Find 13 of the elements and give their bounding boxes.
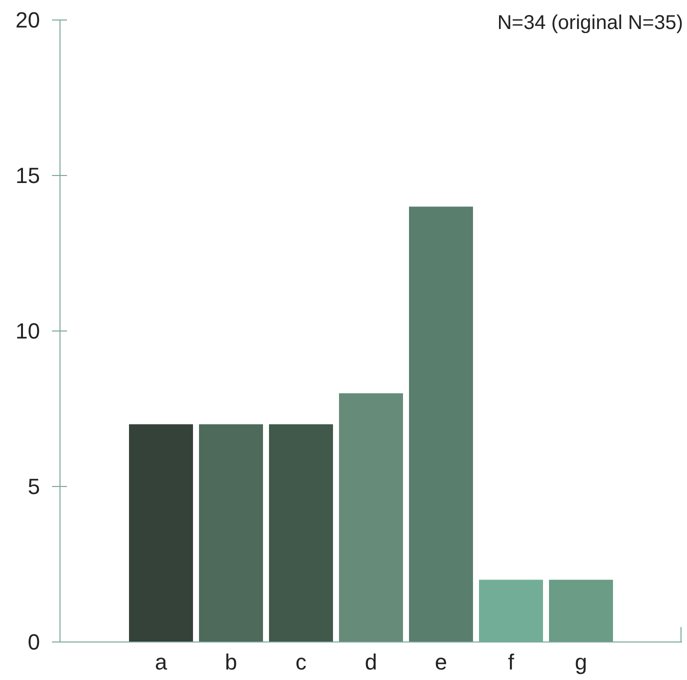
x-tick-label: g xyxy=(574,650,588,675)
y-tick-label: 20 xyxy=(16,8,40,32)
x-tick-label: b xyxy=(224,650,238,675)
annotation: N=34 (original N=35) xyxy=(497,12,683,35)
y-tick-label: 0 xyxy=(28,630,40,654)
x-tick-label: d xyxy=(364,650,378,675)
y-tick-label: 10 xyxy=(16,318,40,344)
x-tick-label: f xyxy=(508,650,515,675)
x-tick-label: c xyxy=(296,650,306,675)
y-tick-label: 5 xyxy=(28,474,40,499)
x-tick-label: a xyxy=(154,650,168,675)
x-tick-label: e xyxy=(434,650,448,675)
y-tick-label: 15 xyxy=(16,163,40,188)
